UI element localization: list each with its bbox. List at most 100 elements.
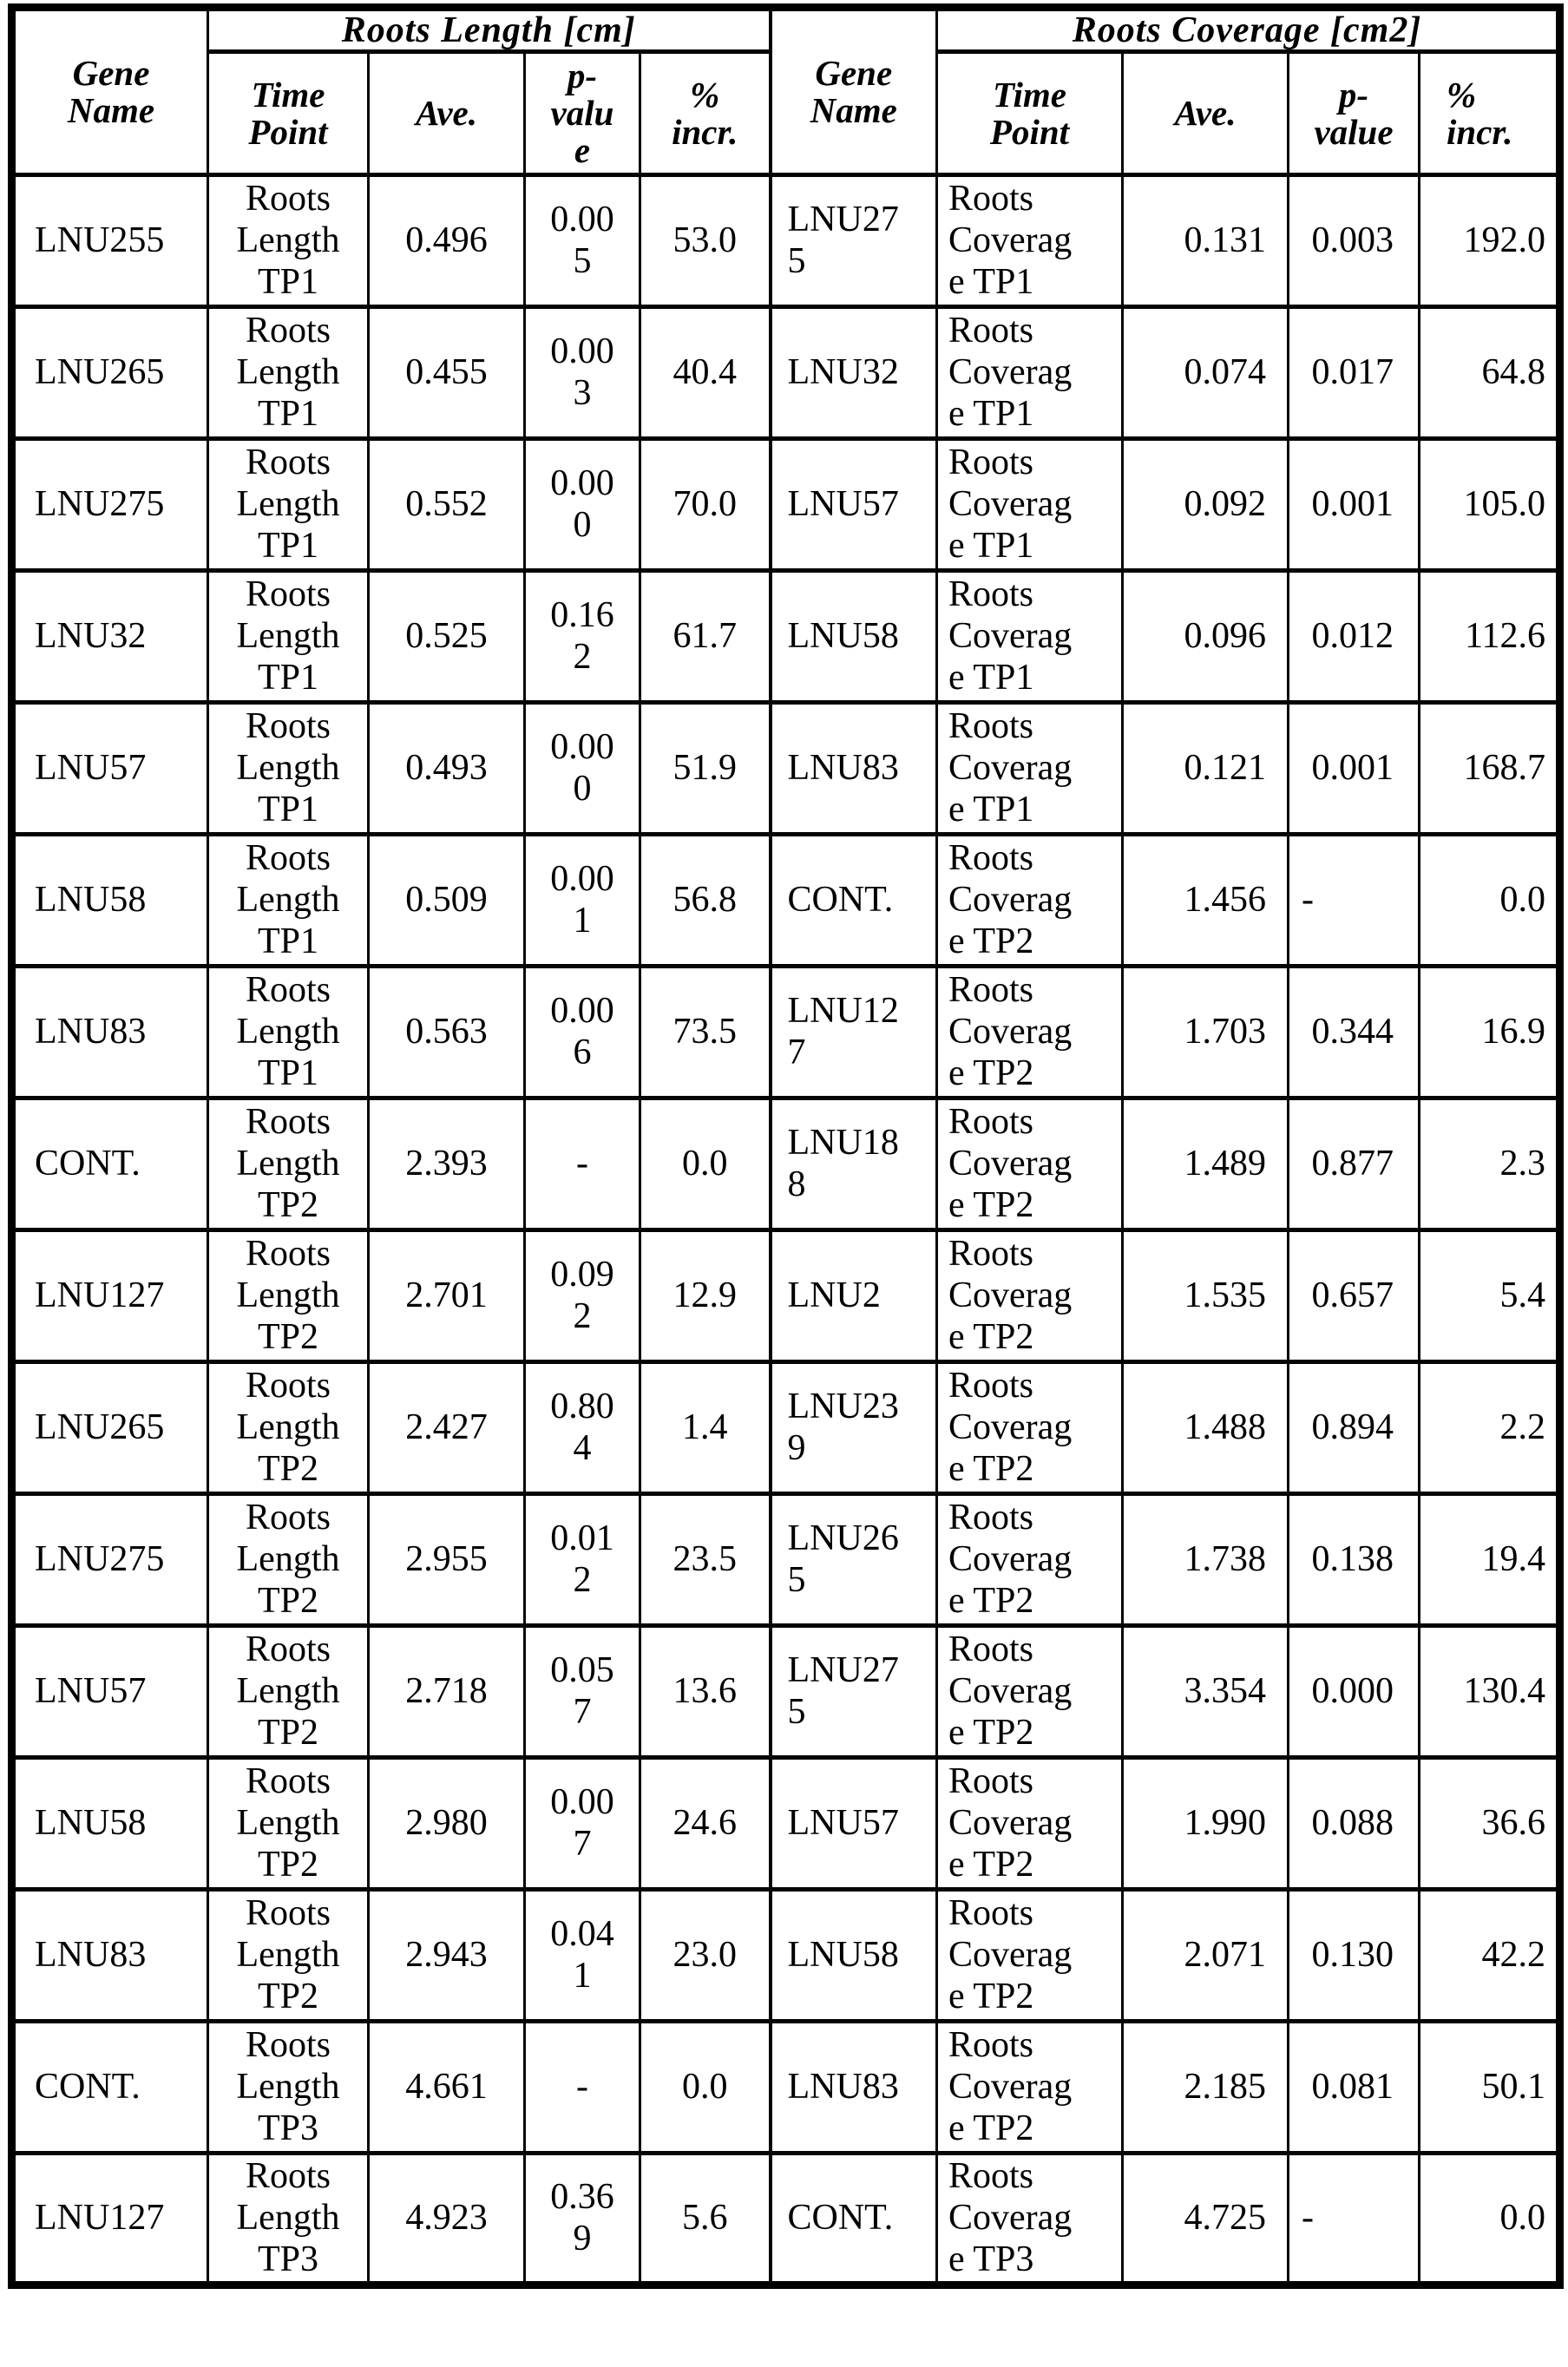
gene-name-cell: LNU255	[10, 173, 209, 310]
p-value-cell: 0.017	[1287, 305, 1420, 442]
p-value-cell: 0.00 5	[523, 173, 641, 310]
gene-name-cell: LNU58	[10, 1755, 209, 1892]
ave-cell: 1.703	[1121, 964, 1289, 1101]
ave-cell: 2.980	[367, 1755, 526, 1892]
gene-name-cell: LNU57	[10, 1623, 209, 1760]
gene-name-cell: LNU57	[768, 436, 938, 574]
p-value-cell: 0.09 2	[523, 1228, 641, 1365]
ave-cell: 2.185	[1121, 2019, 1289, 2156]
ave-cell: 0.096	[1121, 568, 1289, 705]
gene-name-cell: LNU57	[768, 1755, 938, 1892]
time-point-cell: Roots Coverag e TP2	[935, 1228, 1124, 1365]
ave-cell: 2.701	[367, 1228, 526, 1365]
table-row: LNU58 Roots Length TP1 0.509 0.00 1 56.8 CONT…	[10, 832, 1562, 969]
pct-incr-cell: 0.0	[639, 2019, 771, 2156]
gene-name-cell: LNU23 9	[768, 1360, 938, 1497]
gene-name-cell: LNU18 8	[768, 1096, 938, 1233]
gene-name-cell: LNU83	[768, 2019, 938, 2156]
time-point-cell: Roots Coverag e TP1	[935, 305, 1124, 442]
pct-incr-cell: 24.6	[639, 1755, 771, 1892]
ave-cell: 4.923	[367, 2151, 526, 2288]
ave-cell: 4.661	[367, 2019, 526, 2156]
col-header-pct-incr-left: % incr.	[639, 49, 771, 178]
table-row: LNU127 Roots Length TP2 2.701 0.09 2 12.9 LNU…	[10, 1228, 1562, 1365]
pct-incr-cell: 16.9	[1417, 964, 1562, 1101]
pct-incr-cell: 0.0	[1417, 832, 1562, 969]
gene-name-cell: CONT.	[10, 2019, 209, 2156]
p-value-cell: 0.877	[1287, 1096, 1420, 1233]
time-point-cell: Roots Length TP1	[207, 700, 370, 837]
ave-cell: 0.563	[367, 964, 526, 1101]
gene-name-cell: LNU265	[10, 305, 209, 442]
p-value-cell: 0.081	[1287, 2019, 1420, 2156]
table-body: LNU255 Roots Length TP1 0.496 0.00 5 53.0 LNU…	[10, 173, 1562, 2288]
time-point-cell: Roots Coverag e TP2	[935, 1755, 1124, 1892]
p-value-cell: 0.00 6	[523, 964, 641, 1101]
col-header-p-value-right: p- value	[1287, 49, 1420, 178]
time-point-cell: Roots Length TP2	[207, 1755, 370, 1892]
time-point-cell: Roots Length TP2	[207, 1492, 370, 1629]
ave-cell: 1.488	[1121, 1360, 1289, 1497]
gene-name-cell: LNU265	[10, 1360, 209, 1497]
ave-cell: 3.354	[1121, 1623, 1289, 1760]
time-point-cell: Roots Length TP1	[207, 173, 370, 310]
time-point-cell: Roots Coverag e TP1	[935, 700, 1124, 837]
gene-name-cell: LNU27 5	[768, 173, 938, 310]
group-header-roots-coverage: Roots Coverage [cm2]	[935, 4, 1562, 55]
gene-name-cell: LNU57	[10, 700, 209, 837]
pct-incr-cell: 0.0	[1417, 2151, 1562, 2288]
ave-cell: 2.427	[367, 1360, 526, 1497]
time-point-cell: Roots Coverag e TP2	[935, 832, 1124, 969]
gene-name-cell: LNU275	[10, 436, 209, 574]
pct-incr-cell: 23.0	[639, 1887, 771, 2024]
gene-name-cell: LNU83	[768, 700, 938, 837]
time-point-cell: Roots Coverag e TP1	[935, 568, 1124, 705]
sub-header-row: Time Point Ave. p- valu e % incr. Time P…	[12, 49, 1562, 178]
pct-incr-cell: 23.5	[639, 1492, 771, 1629]
group-header-row: Gene Name Roots Length [cm] Gene Name Ro…	[10, 4, 1562, 178]
time-point-cell: Roots Length TP2	[207, 1360, 370, 1497]
time-point-cell: Roots Length TP2	[207, 1096, 370, 1233]
table-row: LNU58 Roots Length TP2 2.980 0.00 7 24.6 LNU5…	[10, 1755, 1562, 1892]
table-row: LNU83 Roots Length TP2 2.943 0.04 1 23.0 LNU5…	[10, 1887, 1562, 2024]
gene-name-cell: LNU32	[768, 305, 938, 442]
p-value-cell: 0.012	[1287, 568, 1420, 705]
time-point-cell: Roots Coverag e TP2	[935, 2019, 1124, 2156]
gene-name-cell: CONT.	[768, 2151, 938, 2288]
pct-incr-cell: 53.0	[639, 173, 771, 310]
col-header-time-point-right: Time Point	[935, 49, 1124, 178]
pct-incr-cell: 61.7	[639, 568, 771, 705]
pct-incr-cell: 36.6	[1417, 1755, 1562, 1892]
pct-incr-cell: 56.8	[639, 832, 771, 969]
p-value-cell: 0.00 0	[523, 436, 641, 574]
ave-cell: 2.943	[367, 1887, 526, 2024]
time-point-cell: Roots Coverag e TP2	[935, 1887, 1124, 2024]
ave-cell: 0.455	[367, 305, 526, 442]
time-point-cell: Roots Length TP3	[207, 2151, 370, 2288]
p-value-cell: -	[1287, 832, 1420, 969]
gene-name-cell: LNU83	[10, 1887, 209, 2024]
pct-incr-cell: 1.4	[639, 1360, 771, 1497]
pct-incr-cell: 5.4	[1417, 1228, 1562, 1365]
gene-name-cell: LNU27 5	[768, 1623, 938, 1760]
gene-name-cell: LNU127	[10, 1228, 209, 1365]
p-value-cell: 0.05 7	[523, 1623, 641, 1760]
table-row: LNU265 Roots Length TP2 2.427 0.80 4 1.4 LNU2…	[10, 1360, 1562, 1497]
time-point-cell: Roots Length TP1	[207, 568, 370, 705]
time-point-cell: Roots Coverag e TP2	[935, 1360, 1124, 1497]
pct-incr-cell: 73.5	[639, 964, 771, 1101]
p-value-cell: 0.16 2	[523, 568, 641, 705]
ave-cell: 1.990	[1121, 1755, 1289, 1892]
pct-incr-cell: 70.0	[639, 436, 771, 574]
table-row: LNU255 Roots Length TP1 0.496 0.00 5 53.0 LNU…	[10, 173, 1562, 310]
ave-cell: 1.738	[1121, 1492, 1289, 1629]
p-value-cell: 0.04 1	[523, 1887, 641, 2024]
pct-incr-cell: 105.0	[1417, 436, 1562, 574]
p-value-cell: -	[523, 1096, 641, 1233]
table-row: LNU83 Roots Length TP1 0.563 0.00 6 73.5 LNU1…	[10, 964, 1562, 1101]
ave-cell: 0.092	[1121, 436, 1289, 574]
time-point-cell: Roots Length TP2	[207, 1623, 370, 1760]
ave-cell: 2.071	[1121, 1887, 1289, 2024]
table-row: LNU265 Roots Length TP1 0.455 0.00 3 40.4 LNU…	[10, 305, 1562, 442]
gene-name-cell: LNU58	[768, 568, 938, 705]
